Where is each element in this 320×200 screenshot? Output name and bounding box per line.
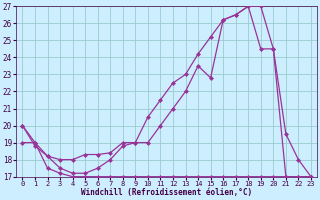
X-axis label: Windchill (Refroidissement éolien,°C): Windchill (Refroidissement éolien,°C) — [81, 188, 252, 197]
